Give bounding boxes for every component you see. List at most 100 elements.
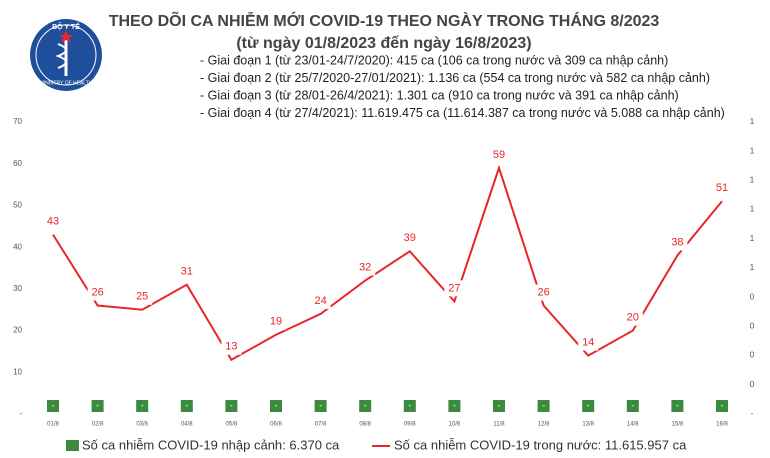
bar-label-box <box>403 400 416 412</box>
data-label-box <box>533 284 554 301</box>
bar-value-label: - <box>52 400 55 410</box>
x-tick-label: 05/8 <box>226 422 238 428</box>
y-tick-label: 70 <box>13 117 22 126</box>
y2-tick-label: 0 <box>750 292 755 301</box>
data-label: 20 <box>627 311 639 323</box>
bar-label-box <box>582 400 595 412</box>
bar-label-box <box>47 400 59 412</box>
bar-value-label: - <box>275 400 278 410</box>
data-label-box <box>43 213 63 230</box>
y-tick-label: 40 <box>13 242 22 251</box>
data-label: 24 <box>314 295 326 307</box>
data-label-box <box>622 309 643 326</box>
bar-label-box <box>91 400 104 412</box>
note: - Giai đoạn 2 (từ 25/7/2020-27/01/2021):… <box>200 71 710 85</box>
data-label: 19 <box>270 316 282 328</box>
x-tick-label: 08/8 <box>359 422 371 428</box>
note: - Giai đoạn 1 (từ 23/01-24/7/2020): 415 … <box>200 53 668 67</box>
data-label: 25 <box>136 291 148 303</box>
bar-value-label: - <box>408 400 411 410</box>
y2-tick-label: - <box>751 409 754 418</box>
bar-value-label: - <box>230 400 233 410</box>
bar-label-box <box>225 400 238 412</box>
bar-value-label: - <box>141 400 144 410</box>
bar-label-box <box>671 400 684 412</box>
bar-value-label: - <box>185 400 188 410</box>
y2-tick-label: 1 <box>750 234 755 243</box>
y-tick-label: 50 <box>13 201 22 210</box>
logo-bottom-text: MINISTRY OF HEALTH <box>40 80 93 86</box>
data-label-box <box>444 280 465 297</box>
logo-snake <box>55 43 67 69</box>
x-tick-label: 11/8 <box>493 422 505 428</box>
bar-value-label: - <box>498 400 501 410</box>
y2-tick-label: 0 <box>750 351 755 360</box>
bar-value-label: - <box>631 400 634 410</box>
bar-value-label: - <box>587 400 590 410</box>
y2-tick-label: 1 <box>750 205 755 214</box>
x-tick-label: 14/8 <box>627 422 639 428</box>
bar-label-box <box>716 400 728 412</box>
x-tick-label: 06/8 <box>270 422 282 428</box>
data-label-box <box>712 180 732 197</box>
chart-title: THEO DÕI CA NHIỄM MỚI COVID-19 THEO NGÀY… <box>109 10 660 30</box>
bar-label-box <box>493 400 505 412</box>
bar-label-box <box>314 400 327 412</box>
note: - Giai đoạn 4 (từ 27/4/2021): 11.619.475… <box>200 106 725 120</box>
data-label: 51 <box>716 182 728 194</box>
data-label: 39 <box>404 232 416 244</box>
x-tick-label: 09/8 <box>404 422 416 428</box>
y2-tick-label: 1 <box>750 146 755 155</box>
data-label: 38 <box>671 236 683 248</box>
x-tick-label: 02/8 <box>92 422 104 428</box>
data-label-box <box>489 146 509 163</box>
data-label: 13 <box>225 341 237 353</box>
legend-label: Số ca nhiễm COVID-19 trong nước: 11.615.… <box>394 437 687 452</box>
data-label: 26 <box>537 286 549 298</box>
bar-label-box <box>537 400 550 412</box>
logo-top-text: BỘ Y TẾ <box>52 21 80 31</box>
x-tick-label: 10/8 <box>449 422 461 428</box>
y2-tick-label: 1 <box>750 176 755 185</box>
data-label: 27 <box>448 282 460 294</box>
data-label-box <box>266 313 286 330</box>
bar-value-label: - <box>453 400 456 410</box>
logo: BỘ Y TẾ MINISTRY OF HEALTH <box>30 19 102 91</box>
y-tick-label: 60 <box>13 159 22 168</box>
logo-star <box>59 30 73 43</box>
data-label-box <box>399 230 420 247</box>
data-label-box <box>310 292 331 309</box>
data-label-box <box>221 338 242 355</box>
y2-tick-label: 0 <box>750 380 755 389</box>
data-label: 43 <box>47 216 59 228</box>
x-tick-label: 04/8 <box>181 422 193 428</box>
bar-value-label: - <box>676 400 679 410</box>
x-tick-label: 13/8 <box>582 422 594 428</box>
x-tick-label: 16/8 <box>716 422 728 428</box>
data-label-box <box>667 234 688 251</box>
bar-label-box <box>359 400 372 412</box>
data-label-box <box>176 263 197 280</box>
bar-label-box <box>448 400 461 412</box>
data-label: 32 <box>359 261 371 273</box>
data-label: 59 <box>493 149 505 161</box>
x-tick-label: 07/8 <box>315 422 327 428</box>
logo-ring <box>35 24 97 86</box>
data-label-box <box>578 334 599 351</box>
y-tick-label: - <box>19 409 22 418</box>
data-label-box <box>132 288 153 305</box>
y-tick-label: 10 <box>13 367 22 376</box>
bar-value-label: - <box>721 400 724 410</box>
x-tick-label: 12/8 <box>538 422 550 428</box>
data-label: 26 <box>91 286 103 298</box>
bar-value-label: - <box>319 400 322 410</box>
x-tick-label: 15/8 <box>672 422 684 428</box>
y2-tick-label: 0 <box>750 322 755 331</box>
note: - Giai đoạn 3 (từ 28/01-26/4/2021): 1.30… <box>200 88 679 102</box>
x-tick-label: 01/8 <box>47 422 59 428</box>
legend-label: Số ca nhiễm COVID-19 nhập cảnh: 6.370 ca <box>82 437 340 452</box>
y-tick-label: 30 <box>13 284 22 293</box>
x-tick-label: 03/8 <box>136 422 148 428</box>
y2-tick-label: 1 <box>750 117 755 126</box>
